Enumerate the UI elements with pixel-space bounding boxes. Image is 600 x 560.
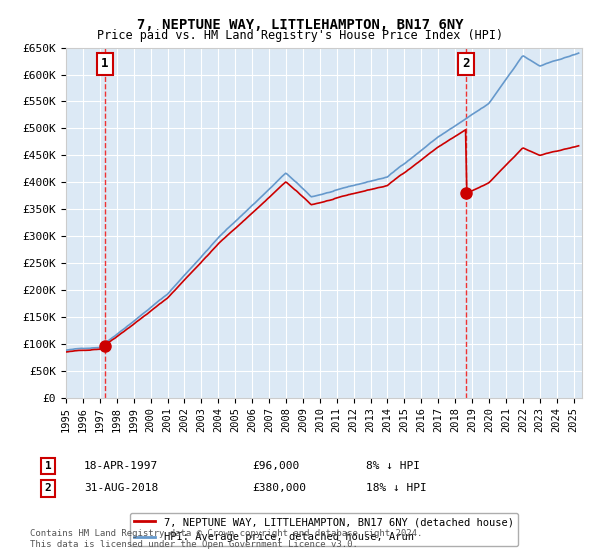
- Text: £96,000: £96,000: [252, 461, 299, 471]
- Text: 8% ↓ HPI: 8% ↓ HPI: [366, 461, 420, 471]
- Text: £380,000: £380,000: [252, 483, 306, 493]
- Text: 2: 2: [44, 483, 52, 493]
- Text: 7, NEPTUNE WAY, LITTLEHAMPTON, BN17 6NY: 7, NEPTUNE WAY, LITTLEHAMPTON, BN17 6NY: [137, 18, 463, 32]
- Text: 1: 1: [101, 57, 109, 70]
- Text: 18% ↓ HPI: 18% ↓ HPI: [366, 483, 427, 493]
- Text: 31-AUG-2018: 31-AUG-2018: [84, 483, 158, 493]
- Text: Price paid vs. HM Land Registry's House Price Index (HPI): Price paid vs. HM Land Registry's House …: [97, 29, 503, 42]
- Text: 2: 2: [463, 57, 470, 70]
- Text: 18-APR-1997: 18-APR-1997: [84, 461, 158, 471]
- Text: 1: 1: [44, 461, 52, 471]
- Text: Contains HM Land Registry data © Crown copyright and database right 2024.
This d: Contains HM Land Registry data © Crown c…: [30, 529, 422, 549]
- Legend: 7, NEPTUNE WAY, LITTLEHAMPTON, BN17 6NY (detached house), HPI: Average price, de: 7, NEPTUNE WAY, LITTLEHAMPTON, BN17 6NY …: [130, 513, 518, 547]
